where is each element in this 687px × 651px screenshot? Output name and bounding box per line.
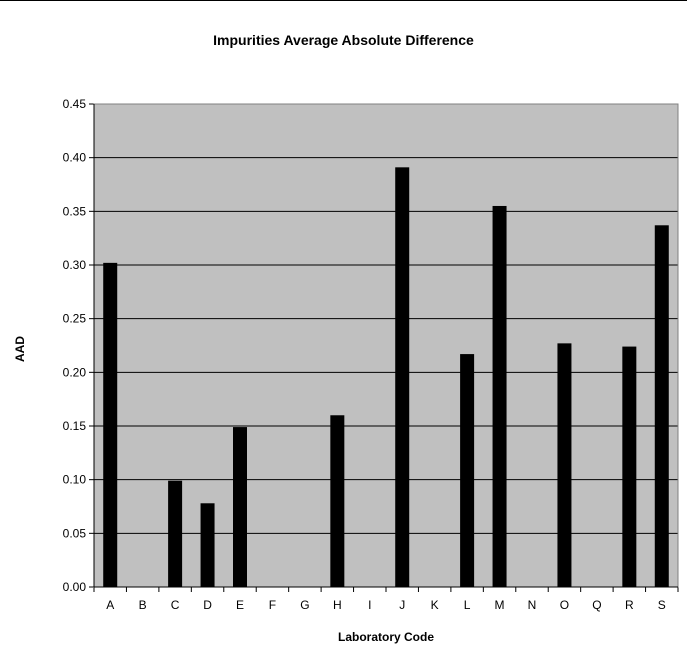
x-tick-label: F — [269, 598, 276, 612]
bar-o — [557, 343, 572, 587]
x-tick-label: I — [368, 598, 371, 612]
y-tick-label: 0.30 — [63, 258, 87, 272]
x-tick-label: C — [171, 598, 180, 612]
y-tick-labels: 0.00 0.05 0.10 0.15 0.20 0.25 0.30 0.35 0.40 0.45 — [63, 97, 87, 594]
x-tick-label: M — [495, 598, 505, 612]
bar-s — [654, 225, 669, 587]
x-tick-label: A — [106, 598, 114, 612]
bar-e — [233, 427, 247, 587]
x-tick-label: K — [431, 598, 439, 612]
axes — [93, 103, 679, 588]
x-tick-label: J — [399, 598, 405, 612]
plot-area — [94, 104, 678, 587]
bar-c — [168, 480, 183, 587]
bar-m — [492, 205, 507, 587]
x-tick-label: Q — [592, 598, 601, 612]
x-tick-label: E — [236, 598, 244, 612]
y-tick-label: 0.10 — [63, 473, 87, 487]
x-tick-label: L — [464, 598, 471, 612]
bar-r — [622, 346, 637, 587]
x-tick-label: B — [139, 598, 147, 612]
x-tick-label: H — [333, 598, 342, 612]
x-tick-label: O — [560, 598, 569, 612]
bar-d — [200, 503, 215, 587]
x-axis-title: Laboratory Code — [337, 630, 434, 644]
x-tick-label: D — [203, 598, 212, 612]
y-tick-label: 0.15 — [63, 419, 87, 433]
bar-l — [460, 354, 475, 587]
x-tick-label: S — [658, 598, 666, 612]
chart-title: Impurities Average Absolute Difference — [213, 32, 474, 48]
x-tick-label: N — [528, 598, 537, 612]
bar-h — [330, 415, 345, 587]
bar-j — [395, 167, 410, 587]
y-tick-label: 0.40 — [63, 151, 87, 165]
y-tick-label: 0.05 — [63, 526, 87, 540]
bar-a — [103, 262, 118, 587]
bars — [103, 167, 669, 587]
top-border-rule — [0, 0, 687, 1]
y-tick-label: 0.00 — [63, 580, 87, 594]
y-axis-title: AAD — [13, 336, 27, 362]
y-tick-label: 0.20 — [63, 365, 87, 379]
y-tick-label: 0.25 — [63, 312, 87, 326]
y-tick-label: 0.35 — [63, 204, 87, 218]
x-tick-label: R — [625, 598, 634, 612]
y-tick-label: 0.45 — [63, 97, 87, 111]
x-tick-label: G — [300, 598, 309, 612]
